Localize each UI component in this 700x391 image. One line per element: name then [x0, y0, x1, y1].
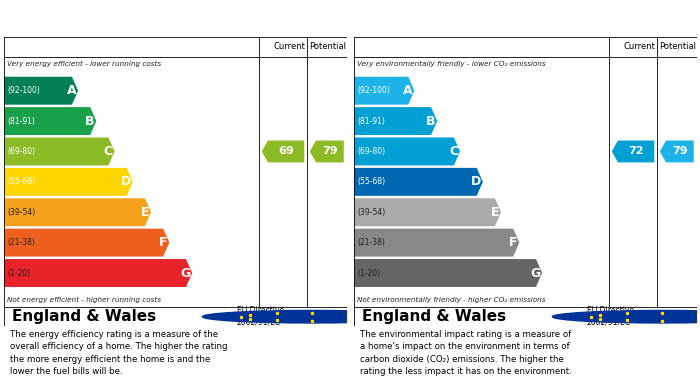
Text: (69-80): (69-80)	[358, 147, 386, 156]
Text: Energy Efficiency Rating: Energy Efficiency Rating	[10, 17, 173, 30]
Text: Environmental Impact (CO₂) Rating: Environmental Impact (CO₂) Rating	[360, 17, 593, 30]
Circle shape	[202, 310, 422, 323]
Text: (1-20): (1-20)	[358, 269, 381, 278]
Text: (55-68): (55-68)	[358, 178, 386, 187]
Text: B: B	[426, 115, 435, 127]
Polygon shape	[262, 140, 304, 162]
Text: The environmental impact rating is a measure of
a home's impact on the environme: The environmental impact rating is a mea…	[360, 330, 572, 376]
Text: (55-68): (55-68)	[8, 178, 36, 187]
Text: EU Directive
2002/91/EC: EU Directive 2002/91/EC	[237, 306, 284, 327]
Text: F: F	[159, 236, 167, 249]
Polygon shape	[354, 259, 542, 287]
Polygon shape	[4, 168, 133, 196]
Text: England & Wales: England & Wales	[362, 309, 506, 324]
Polygon shape	[354, 107, 438, 135]
Text: A: A	[66, 84, 76, 97]
Text: EU Directive
2002/91/EC: EU Directive 2002/91/EC	[587, 306, 634, 327]
Polygon shape	[4, 77, 78, 105]
Text: D: D	[121, 175, 131, 188]
Text: (92-100): (92-100)	[8, 86, 41, 95]
Polygon shape	[354, 168, 483, 196]
Text: (39-54): (39-54)	[8, 208, 36, 217]
Polygon shape	[310, 140, 344, 162]
Polygon shape	[4, 198, 151, 226]
Polygon shape	[354, 198, 501, 226]
Polygon shape	[612, 140, 654, 162]
Text: E: E	[141, 206, 149, 219]
Text: D: D	[471, 175, 481, 188]
Polygon shape	[4, 229, 169, 256]
Text: A: A	[403, 84, 413, 97]
Text: Not environmentally friendly - higher CO₂ emissions: Not environmentally friendly - higher CO…	[357, 297, 545, 303]
Circle shape	[552, 310, 700, 323]
Text: (1-20): (1-20)	[8, 269, 31, 278]
Text: 79: 79	[672, 147, 687, 156]
Text: 69: 69	[279, 147, 294, 156]
Text: Current: Current	[274, 42, 306, 52]
Text: Very energy efficient - lower running costs: Very energy efficient - lower running co…	[7, 61, 161, 66]
Text: E: E	[491, 206, 499, 219]
Text: Potential: Potential	[309, 42, 346, 52]
Text: C: C	[104, 145, 113, 158]
Text: Very environmentally friendly - lower CO₂ emissions: Very environmentally friendly - lower CO…	[357, 61, 545, 66]
Text: England & Wales: England & Wales	[12, 309, 156, 324]
Polygon shape	[4, 259, 192, 287]
Text: The energy efficiency rating is a measure of the
overall efficiency of a home. T: The energy efficiency rating is a measur…	[10, 330, 228, 376]
Text: Not energy efficient - higher running costs: Not energy efficient - higher running co…	[7, 297, 161, 303]
Text: (92-100): (92-100)	[358, 86, 391, 95]
Text: (81-91): (81-91)	[358, 117, 386, 126]
Text: (81-91): (81-91)	[8, 117, 36, 126]
Polygon shape	[660, 140, 694, 162]
Text: Potential: Potential	[659, 42, 696, 52]
Text: Current: Current	[624, 42, 656, 52]
Polygon shape	[354, 229, 519, 256]
Text: B: B	[85, 115, 94, 127]
Text: (21-38): (21-38)	[358, 238, 386, 247]
Text: C: C	[449, 145, 459, 158]
Text: (39-54): (39-54)	[358, 208, 386, 217]
Text: F: F	[509, 236, 517, 249]
Text: G: G	[530, 267, 540, 280]
Text: (69-80): (69-80)	[8, 147, 36, 156]
Polygon shape	[4, 138, 115, 165]
Polygon shape	[354, 138, 460, 165]
Polygon shape	[4, 107, 97, 135]
Polygon shape	[354, 77, 414, 105]
Text: 72: 72	[629, 147, 644, 156]
Text: G: G	[180, 267, 190, 280]
Text: (21-38): (21-38)	[8, 238, 36, 247]
Text: 79: 79	[322, 147, 337, 156]
